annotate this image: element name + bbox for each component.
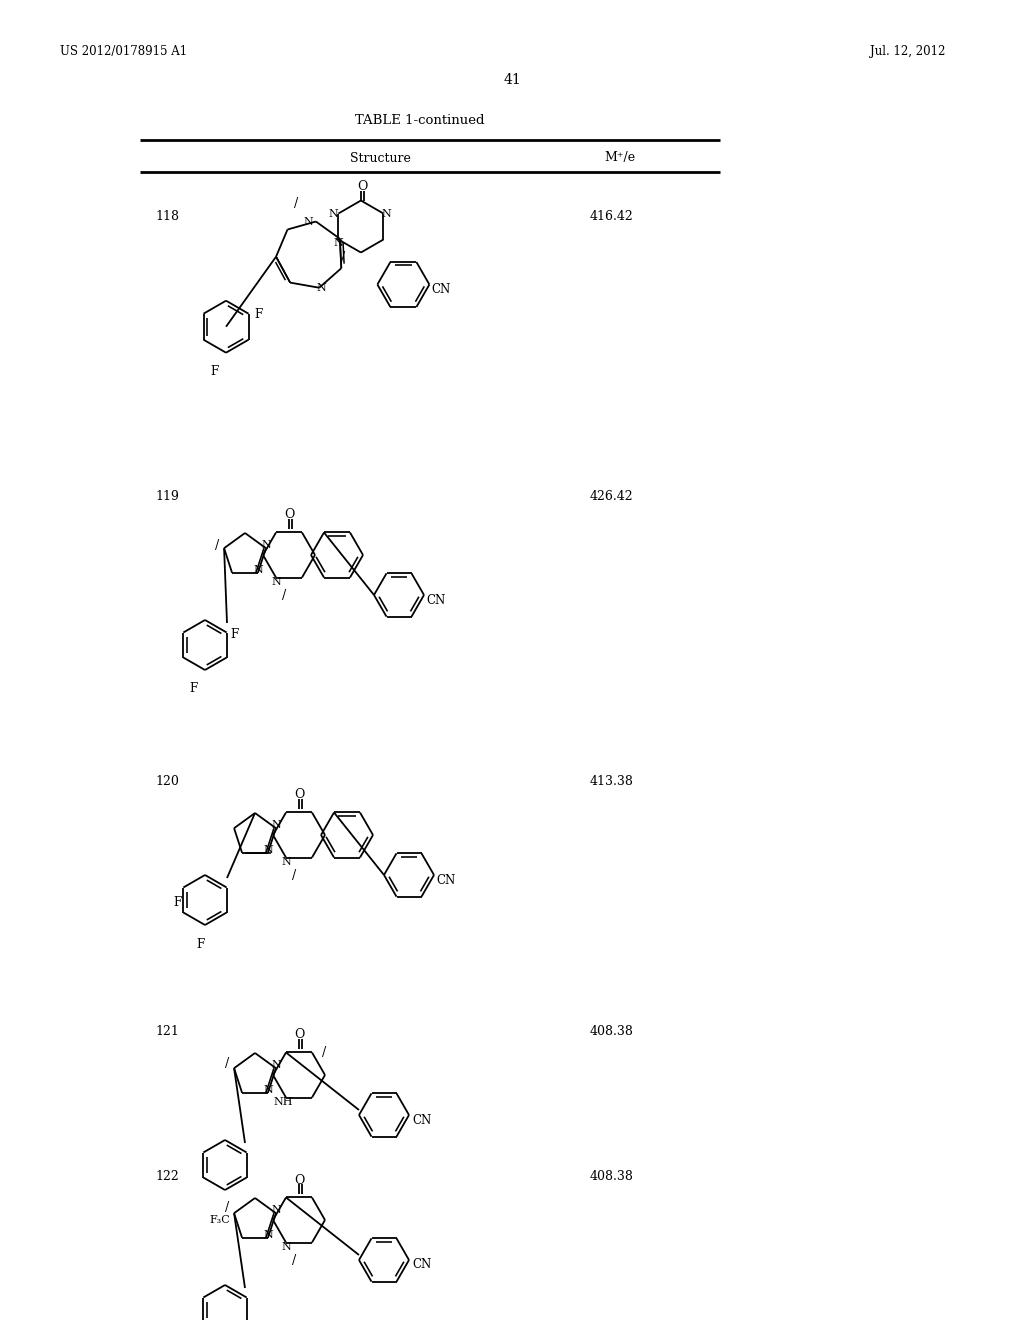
Text: 416.42: 416.42 [590, 210, 634, 223]
Text: /: / [322, 1045, 326, 1059]
Text: N: N [271, 577, 281, 586]
Text: F: F [229, 628, 239, 642]
Text: 426.42: 426.42 [590, 490, 634, 503]
Text: 413.38: 413.38 [590, 775, 634, 788]
Text: /: / [294, 197, 298, 210]
Text: N: N [261, 540, 270, 550]
Text: N: N [253, 565, 263, 574]
Text: CN: CN [412, 1114, 431, 1126]
Text: 119: 119 [155, 490, 179, 503]
Text: /: / [292, 869, 296, 882]
Text: /: / [292, 1254, 296, 1267]
Text: F: F [188, 682, 198, 696]
Text: N: N [303, 216, 312, 227]
Text: 408.38: 408.38 [590, 1170, 634, 1183]
Text: O: O [357, 180, 368, 193]
Text: US 2012/0178915 A1: US 2012/0178915 A1 [60, 45, 187, 58]
Text: N: N [271, 1060, 281, 1071]
Text: N: N [282, 1242, 291, 1251]
Text: Structure: Structure [349, 152, 411, 165]
Text: N: N [316, 282, 326, 293]
Text: CN: CN [412, 1258, 431, 1271]
Text: NH: NH [273, 1097, 293, 1106]
Text: N: N [282, 857, 291, 866]
Text: CN: CN [426, 594, 445, 606]
Text: F: F [254, 308, 262, 321]
Text: F: F [210, 366, 218, 379]
Text: /: / [225, 1056, 229, 1069]
Text: 408.38: 408.38 [590, 1026, 634, 1038]
Text: /: / [215, 539, 219, 552]
Text: 120: 120 [155, 775, 179, 788]
Text: F: F [173, 895, 181, 908]
Text: CN: CN [431, 282, 451, 296]
Text: N: N [263, 1230, 272, 1239]
Text: O: O [294, 1173, 304, 1187]
Text: O: O [294, 788, 304, 801]
Text: CN: CN [436, 874, 456, 887]
Text: N: N [263, 845, 272, 855]
Text: O: O [294, 1028, 304, 1041]
Text: TABLE 1-continued: TABLE 1-continued [355, 114, 484, 127]
Text: O: O [284, 508, 294, 521]
Text: Jul. 12, 2012: Jul. 12, 2012 [870, 45, 945, 58]
Text: /: / [341, 251, 345, 264]
Text: N: N [271, 1205, 281, 1216]
Text: F: F [196, 939, 204, 952]
Text: N: N [382, 209, 391, 219]
Text: N: N [263, 1085, 272, 1094]
Text: 41: 41 [503, 73, 521, 87]
Text: F₃C: F₃C [210, 1214, 230, 1225]
Text: N: N [334, 238, 343, 248]
Text: 118: 118 [155, 210, 179, 223]
Text: N: N [271, 820, 281, 830]
Text: 122: 122 [155, 1170, 179, 1183]
Text: /: / [225, 1201, 229, 1214]
Text: M⁺/e: M⁺/e [604, 152, 636, 165]
Text: N: N [329, 209, 338, 219]
Text: 121: 121 [155, 1026, 179, 1038]
Text: /: / [282, 589, 286, 602]
